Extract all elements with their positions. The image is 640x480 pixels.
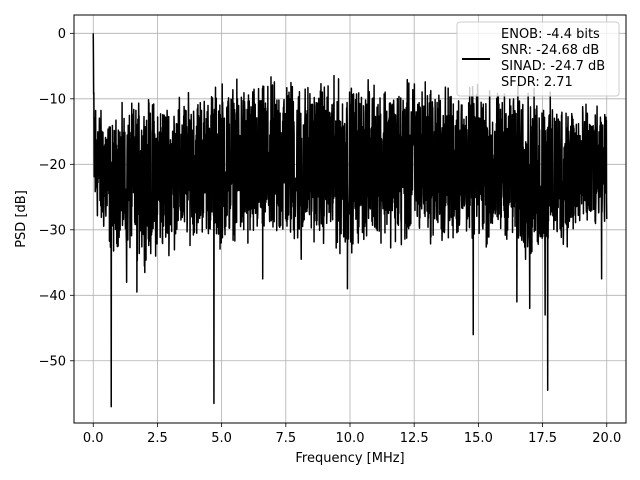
- y-tick-label: −40: [39, 289, 66, 304]
- x-axis-ticks: 0.0 2.5 5.0 7.5 10.0 12.5 15.0 17.5 20.0: [83, 423, 621, 446]
- x-tick-label: 15.0: [464, 431, 493, 446]
- y-tick-label: 0: [58, 27, 66, 42]
- legend-box: [456, 21, 620, 97]
- x-axis-label: Frequency [MHz]: [295, 451, 404, 466]
- x-tick-label: 12.5: [400, 431, 429, 446]
- x-tick-label: 7.5: [275, 431, 296, 446]
- legend-entry-snr: SNR: -24.68 dB: [501, 43, 599, 58]
- y-tick-label: −30: [39, 223, 66, 238]
- x-tick-label: 0.0: [83, 431, 104, 446]
- y-tick-label: −50: [39, 354, 66, 369]
- x-tick-label: 5.0: [211, 431, 232, 446]
- legend-entry-sinad: SINAD: -24.7 dB: [501, 59, 605, 74]
- y-tick-label: −10: [39, 92, 66, 107]
- legend-entry-sfdr: SFDR: 2.71: [501, 75, 573, 90]
- x-tick-label: 2.5: [147, 431, 168, 446]
- psd-trace: [92, 33, 608, 408]
- y-tick-label: −20: [39, 158, 66, 173]
- legend: ENOB: -4.4 bits SNR: -24.68 dB SINAD: -2…: [456, 21, 620, 97]
- x-tick-label: 17.5: [528, 431, 557, 446]
- psd-series-line: [92, 33, 608, 408]
- y-axis-label: PSD [dB]: [14, 190, 29, 248]
- x-tick-label: 20.0: [592, 431, 621, 446]
- x-tick-label: 10.0: [336, 431, 365, 446]
- legend-entry-enob: ENOB: -4.4 bits: [501, 27, 600, 42]
- y-axis-ticks: 0 −10 −20 −30 −40 −50: [39, 27, 74, 369]
